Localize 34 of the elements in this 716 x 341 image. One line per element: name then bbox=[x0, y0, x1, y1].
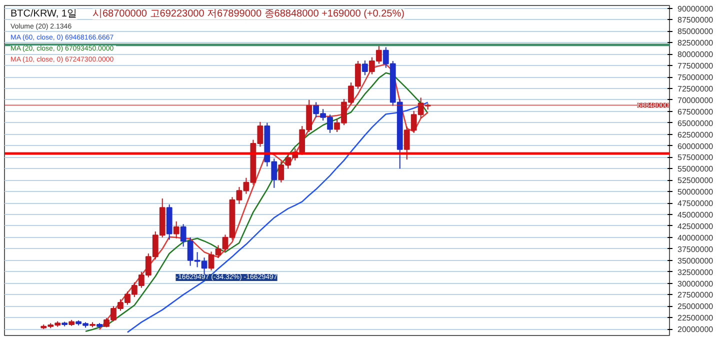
y-tick-label: 32500000 bbox=[678, 268, 714, 277]
y-tick-label: 27500000 bbox=[678, 290, 714, 300]
chart-subtitle: 시68700000 고69223000 저67899000 종68848000 +169000 (+0.25%) bbox=[92, 8, 404, 20]
y-tick-label: 47500000 bbox=[678, 199, 714, 208]
y-tick-label: 57500000 bbox=[678, 153, 714, 162]
candlestick bbox=[362, 60, 368, 76]
y-tick-label: 70000000 bbox=[678, 96, 714, 105]
y-tick-label: 90000000 bbox=[678, 4, 714, 14]
y-tick-label: 35000000 bbox=[678, 256, 714, 266]
y-tick-label: 60000000 bbox=[678, 142, 714, 151]
y-tick-label: 72500000 bbox=[678, 84, 714, 94]
y-tick-label: 85000000 bbox=[678, 27, 714, 36]
y-tick-label: 20000000 bbox=[678, 325, 714, 334]
y-tick-label: 75000000 bbox=[678, 73, 714, 82]
y-tick-label: 42500000 bbox=[678, 222, 714, 231]
y-tick-label: 25000000 bbox=[678, 302, 714, 312]
y-tick-label: 30000000 bbox=[678, 279, 714, 288]
y-tick-label: 22500000 bbox=[678, 314, 714, 323]
y-tick-label: 40000000 bbox=[678, 233, 714, 242]
line-series bbox=[126, 102, 428, 333]
y-tick-label: 65000000 bbox=[678, 118, 714, 128]
candlestick bbox=[173, 220, 180, 239]
y-tick-label: 62500000 bbox=[678, 130, 714, 140]
y-tick-label: 77500000 bbox=[678, 62, 714, 71]
y-tick-label: 52500000 bbox=[678, 176, 714, 186]
y-tick-label: 37500000 bbox=[678, 244, 714, 254]
y-tick-label: 45000000 bbox=[678, 210, 714, 220]
y-tick-label: 87500000 bbox=[678, 16, 714, 25]
y-tick-label: 67500000 bbox=[678, 107, 714, 116]
y-tick-label: 80000000 bbox=[678, 50, 714, 60]
y-tick-label: 82500000 bbox=[678, 38, 714, 48]
y-tick-label: 50000000 bbox=[678, 188, 714, 197]
y-tick-label: 55000000 bbox=[678, 164, 714, 174]
chart-title: BTC/KRW, 1일 bbox=[10, 8, 77, 20]
